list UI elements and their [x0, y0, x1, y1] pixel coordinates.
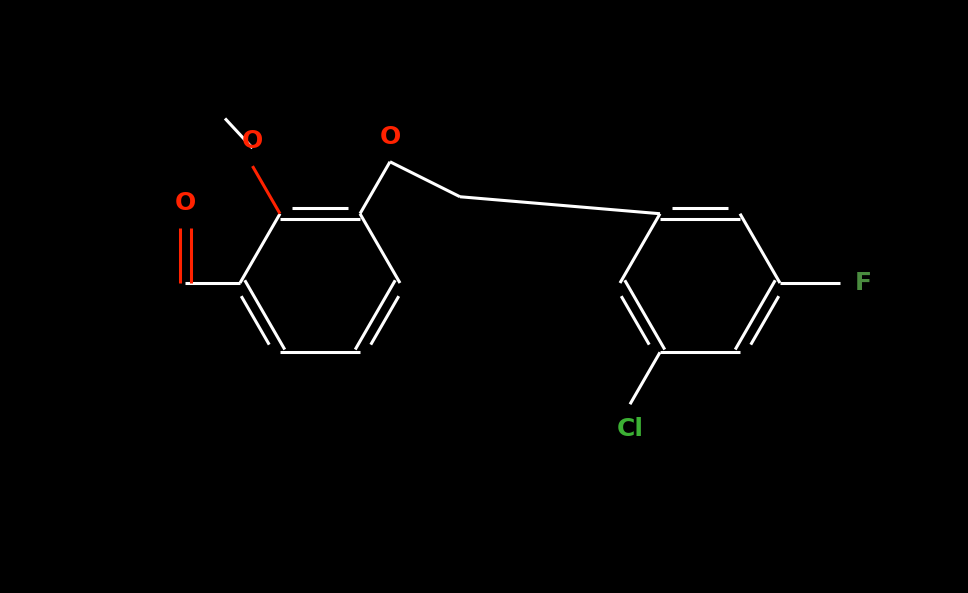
Text: O: O — [242, 129, 263, 153]
Text: O: O — [379, 125, 401, 149]
Text: O: O — [174, 191, 196, 215]
Text: F: F — [855, 271, 872, 295]
Text: Cl: Cl — [617, 417, 644, 441]
